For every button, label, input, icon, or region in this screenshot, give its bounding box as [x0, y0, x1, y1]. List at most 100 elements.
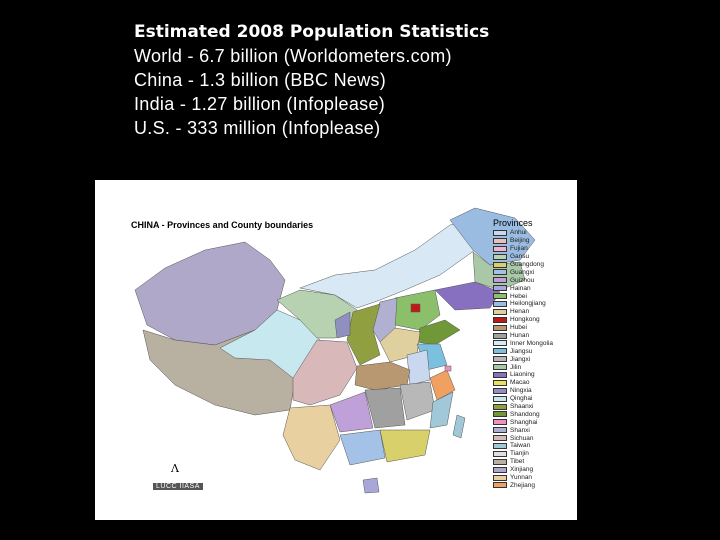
legend-swatch	[493, 450, 507, 457]
legend-label: Inner Mongolia	[510, 339, 553, 347]
legend-label: Jiangsu	[510, 347, 533, 355]
legend-swatch	[493, 419, 507, 426]
legend-swatch	[493, 245, 507, 252]
legend-item: Guangxi	[493, 268, 573, 276]
legend-label: Zhejiang	[510, 481, 535, 489]
legend-swatch	[493, 269, 507, 276]
legend-swatch	[493, 371, 507, 378]
legend-item: Zhejiang	[493, 482, 573, 490]
legend-item: Yunnan	[493, 474, 573, 482]
legend-label: Guangdong	[510, 261, 544, 268]
legend-item: Jiangsu	[493, 347, 573, 355]
legend-item: Ningxia	[493, 387, 573, 395]
legend-label: Qinghai	[510, 395, 533, 403]
legend-swatch	[493, 293, 507, 300]
legend-swatch	[493, 300, 507, 307]
legend-swatch	[493, 285, 507, 292]
legend-label: Guizhou	[510, 276, 535, 284]
legend-item: Shandong	[493, 410, 573, 418]
legend-label: Xinjiang	[510, 466, 534, 474]
legend-item: Shanxi	[493, 426, 573, 434]
legend-item: Inner Mongolia	[493, 339, 573, 347]
region-guizhou	[329, 391, 374, 433]
legend-swatch	[493, 356, 507, 363]
region-liaoning	[434, 281, 501, 311]
legend-label: Shaanxi	[510, 403, 534, 411]
legend-item: Tibet	[493, 458, 573, 466]
legend-swatch	[493, 482, 507, 489]
stats-title: Estimated 2008 Population Statistics	[134, 22, 490, 42]
legend-label: Henan	[510, 308, 530, 316]
legend-item: Taiwan	[493, 442, 573, 450]
legend-item: Jiangxi	[493, 355, 573, 363]
legend-label: Heilongjiang	[510, 300, 546, 308]
legend-item: Qinghai	[493, 395, 573, 403]
legend-label: Hainan	[510, 284, 531, 292]
region-ningxia	[334, 311, 351, 339]
legend-item: Hainan	[493, 284, 573, 292]
legend-swatch	[493, 229, 507, 236]
legend-swatch	[493, 403, 507, 410]
legend-label: Hubei	[510, 324, 527, 332]
legend-label: Shanxi	[510, 426, 530, 434]
legend-swatch	[493, 261, 507, 268]
legend-label: Sichuan	[510, 434, 534, 442]
region-hunan	[364, 387, 406, 429]
legend-label: Shanghai	[510, 418, 538, 426]
legend-item: Hunan	[493, 332, 573, 340]
legend-item: Guangdong	[493, 261, 573, 269]
legend-item: Jilin	[493, 363, 573, 371]
region-xinjiang	[134, 241, 286, 346]
map-title: CHINA - Provinces and County boundaries	[131, 220, 314, 230]
legend-items: Anhui Beijing Fujian Gansu Guangdong Guangxi G…	[493, 229, 573, 489]
legend-label: Liaoning	[510, 371, 535, 379]
legend-swatch	[493, 458, 507, 465]
region-taiwan	[452, 414, 466, 439]
legend-label: Hunan	[510, 332, 530, 340]
legend-title: Provinces	[493, 218, 533, 228]
legend-item: Beijing	[493, 237, 573, 245]
legend-item: Shanghai	[493, 418, 573, 426]
legend-swatch	[493, 395, 507, 402]
legend-swatch	[493, 427, 507, 434]
legend-item: Gansu	[493, 253, 573, 261]
legend-label: Beijing	[510, 237, 530, 245]
region-henan	[379, 327, 421, 363]
region-shaanxi	[346, 303, 381, 366]
legend-swatch	[493, 277, 507, 284]
legend-label: Yunnan	[510, 474, 533, 482]
region-guangxi	[339, 429, 386, 466]
legend-item: Shaanxi	[493, 403, 573, 411]
legend-swatch	[493, 474, 507, 481]
legend-item: Guizhou	[493, 276, 573, 284]
legend-label: Jiangxi	[510, 355, 531, 363]
legend-item: Hebei	[493, 292, 573, 300]
legend-swatch	[493, 253, 507, 260]
legend-item: Fujian	[493, 245, 573, 253]
legend-label: Fujian	[510, 245, 528, 253]
legend-label: Hongkong	[510, 316, 540, 324]
population-stats: Estimated 2008 Population Statistics Wor…	[134, 20, 489, 140]
legend-item: Xinjiang	[493, 466, 573, 474]
legend-item: Heilongjiang	[493, 300, 573, 308]
legend-swatch	[493, 332, 507, 339]
legend-item: Sichuan	[493, 434, 573, 442]
legend-label: Guangxi	[510, 268, 535, 276]
region-fujian	[429, 391, 454, 429]
legend-swatch	[493, 411, 507, 418]
region-anhui	[406, 349, 431, 386]
legend-item: Henan	[493, 308, 573, 316]
region-zhejiang	[429, 369, 456, 401]
legend-swatch	[493, 387, 507, 394]
legend-swatch	[493, 466, 507, 473]
legend-label: Hebei	[510, 292, 527, 300]
legend-item: Hongkong	[493, 316, 573, 324]
stat-us: U.S. - 333 million (Infoplease)	[134, 118, 381, 138]
region-heilongjiang	[449, 207, 536, 266]
legend-item: Anhui	[493, 229, 573, 237]
legend-item: Liaoning	[493, 371, 573, 379]
north-arrow-icon: Λ	[171, 462, 179, 475]
legend-swatch	[493, 308, 507, 315]
region-yunnan	[282, 404, 341, 471]
legend-swatch	[493, 379, 507, 386]
